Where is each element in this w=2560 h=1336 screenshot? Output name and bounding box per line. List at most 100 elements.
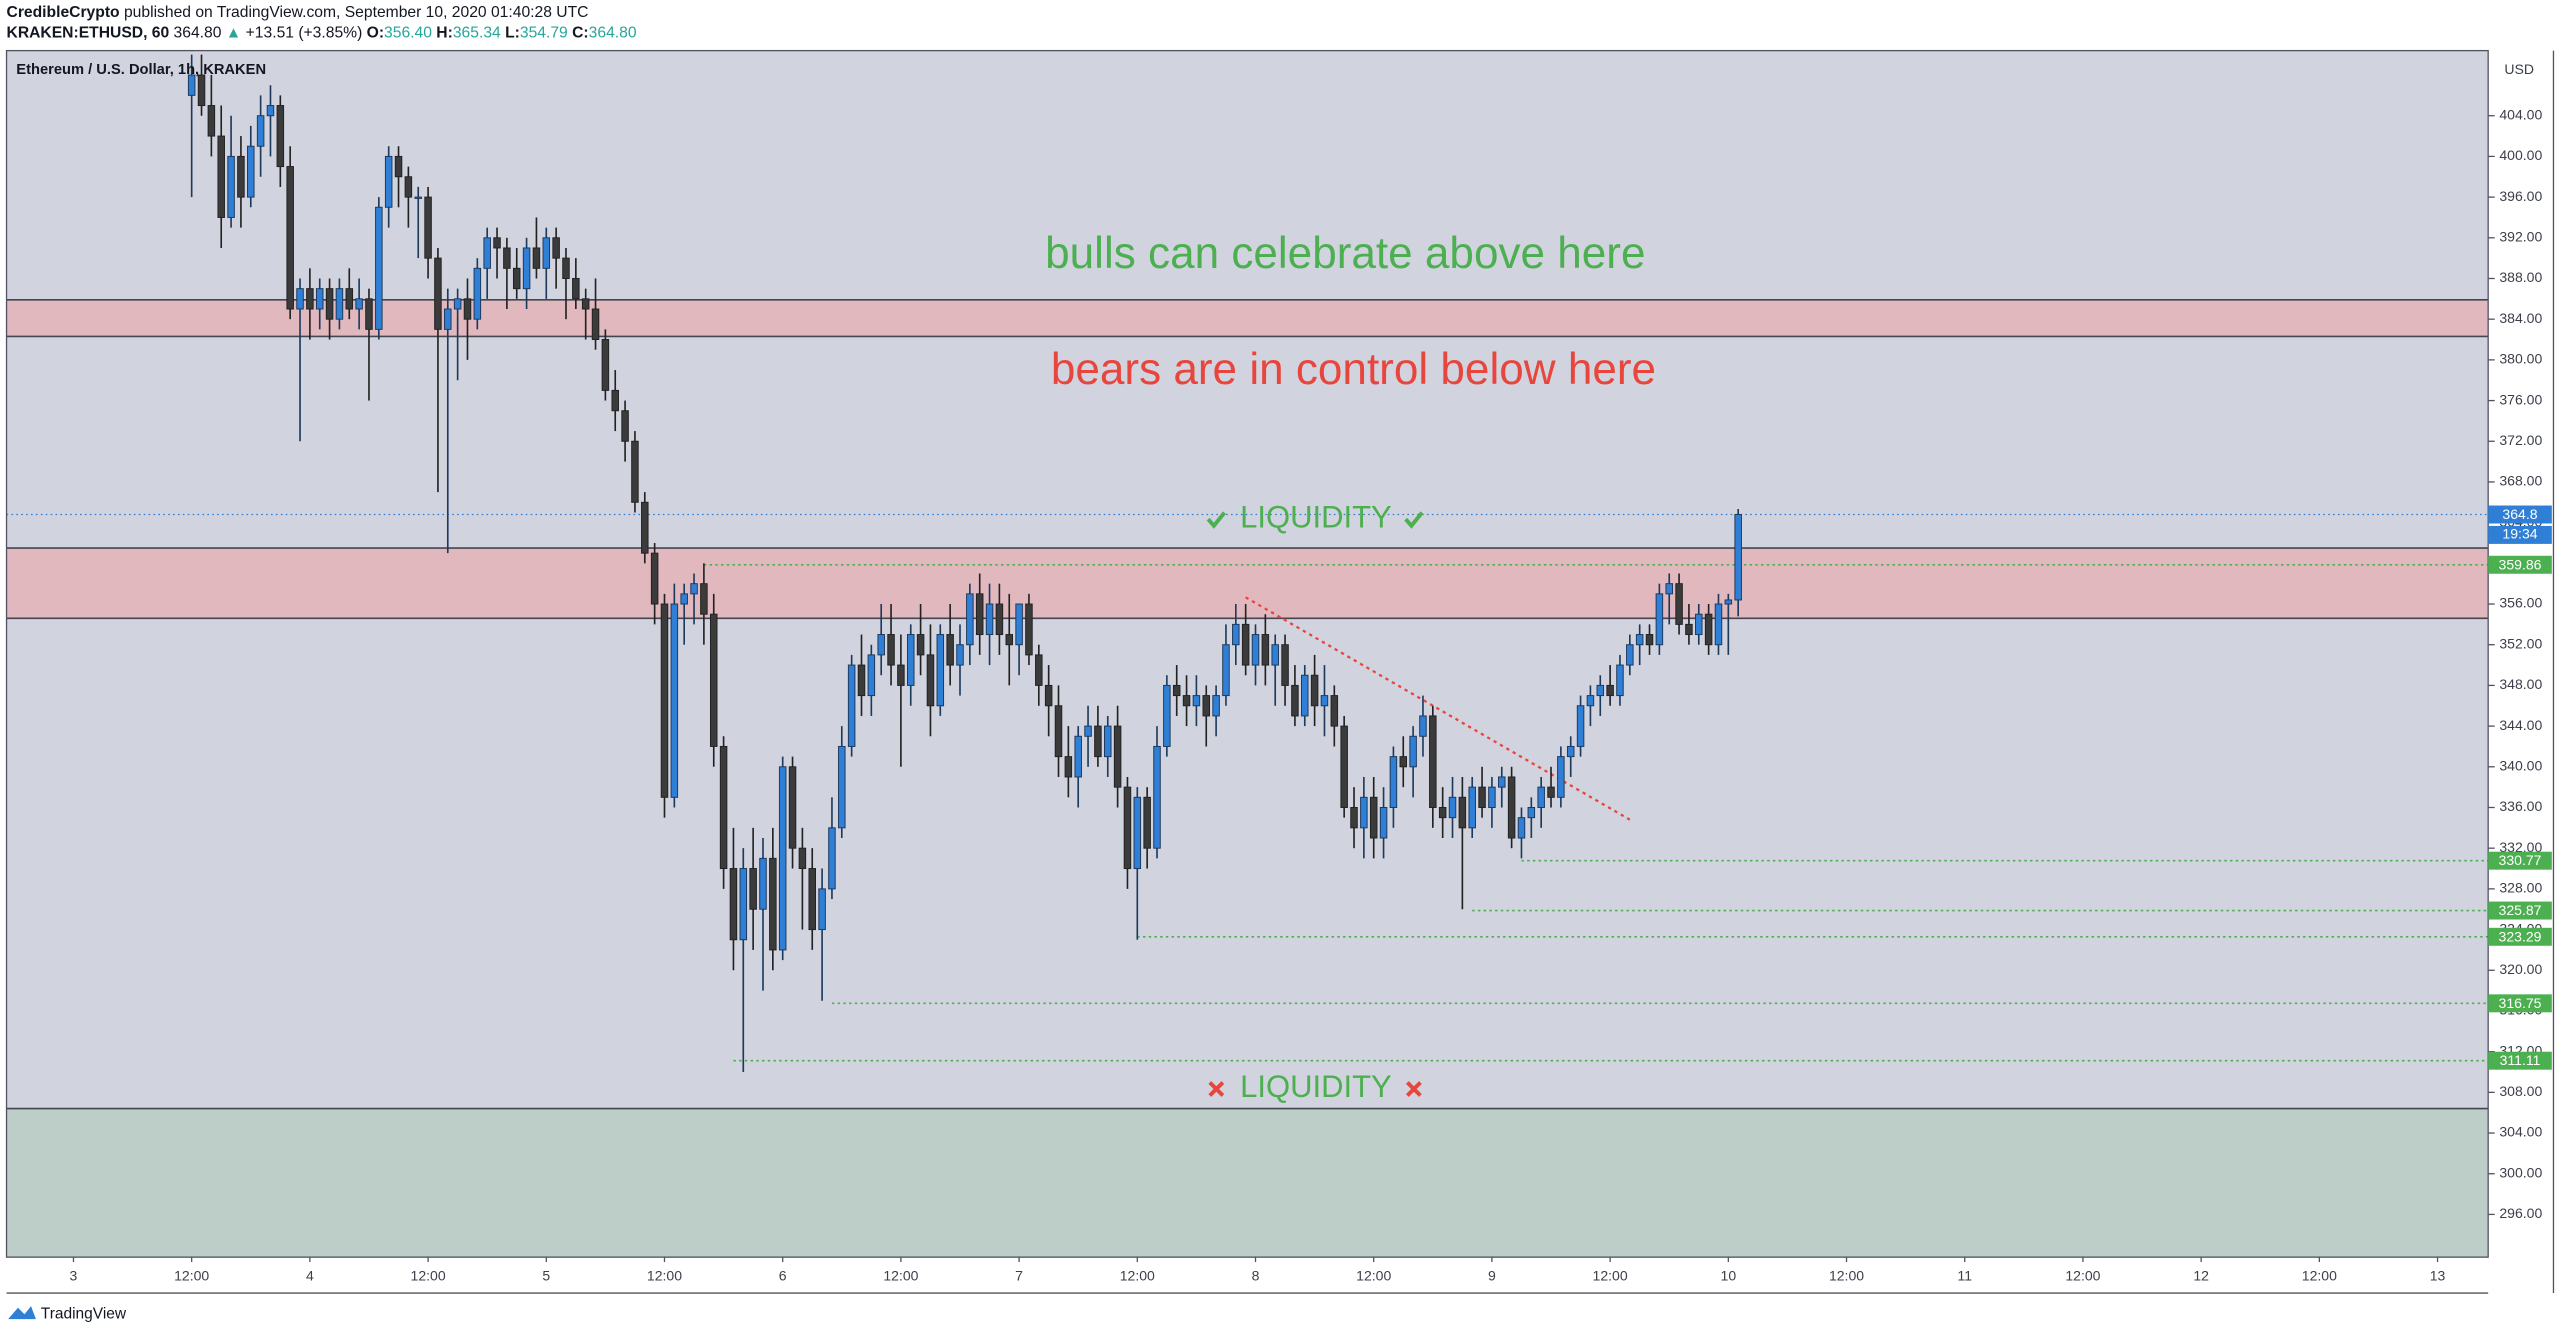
candle-body: [769, 857, 777, 951]
x-tick-label: 12:00: [174, 1267, 209, 1283]
y-tick-label: 352.00: [2499, 635, 2542, 651]
candle-body: [473, 267, 482, 320]
candle-body: [1626, 644, 1634, 666]
candle-body: [217, 135, 225, 218]
candle-body: [434, 257, 442, 330]
candle-body: [1340, 725, 1348, 808]
candle-body: [187, 74, 196, 96]
candle-body: [1251, 634, 1260, 666]
candle-body: [453, 298, 462, 310]
x-tick-label: 6: [779, 1267, 787, 1283]
x-tick-label: 12:00: [1593, 1267, 1628, 1283]
candle-body: [975, 593, 984, 636]
chart-title: Ethereum / U.S. Dollar, 1h, KRAKEN: [16, 62, 266, 78]
plot-frame: [5, 49, 2489, 1258]
candle-body: [739, 868, 748, 941]
candle-body: [788, 766, 797, 849]
candle-body: [1645, 634, 1654, 646]
candle-body: [306, 288, 314, 310]
candle-body: [1015, 603, 1023, 646]
candle-body: [1458, 796, 1467, 829]
candle-body: [1143, 796, 1151, 849]
x-tick-label: 12:00: [2065, 1267, 2100, 1283]
candle-body: [966, 593, 974, 646]
candle-body: [1035, 654, 1043, 686]
candle-body: [512, 267, 521, 290]
trendline: [1245, 596, 1631, 821]
candle-body: [345, 288, 354, 310]
y-tick-label: 332.00: [2499, 839, 2542, 855]
y-tick-label: 376.00: [2499, 391, 2542, 407]
candle-body: [906, 634, 915, 686]
candle-body: [424, 196, 432, 259]
x-tick-label: 12:00: [1120, 1267, 1155, 1283]
check-icon: [1404, 511, 1424, 529]
candle-body: [542, 237, 551, 269]
candle-body: [1537, 786, 1545, 808]
candle-body: [1429, 715, 1437, 808]
up-arrow: ▲: [226, 25, 241, 42]
candle-body: [1241, 623, 1250, 666]
candle-body: [581, 298, 590, 310]
level-label-box: [2488, 555, 2552, 574]
candle-body: [1094, 725, 1102, 758]
candle-body: [384, 155, 393, 208]
x-tick-label: 12:00: [647, 1267, 682, 1283]
candle-body: [867, 654, 876, 697]
candle-body: [650, 552, 659, 605]
annotation: LIQUIDITY: [1240, 1069, 1392, 1104]
candle-body: [719, 745, 728, 870]
candle-body: [1291, 684, 1299, 717]
x-tick-label: 11: [1957, 1267, 1972, 1283]
candle-body: [828, 827, 836, 890]
open: 356.40: [384, 25, 432, 42]
candle-body: [1153, 745, 1161, 849]
candle-body: [1507, 776, 1516, 839]
candle-body: [1557, 756, 1565, 798]
y-tick-label: 340.00: [2499, 758, 2542, 774]
x-tick-label: 12:00: [1829, 1267, 1864, 1283]
h-label: H:: [436, 25, 453, 42]
candle-body: [532, 247, 541, 269]
x-tick-label: 5: [542, 1267, 550, 1283]
candle-body: [690, 583, 698, 595]
candle-body: [256, 115, 265, 147]
candle-body: [315, 288, 324, 310]
candle-body: [493, 237, 501, 249]
candle-body: [1113, 725, 1122, 788]
y-tick-label: 400.00: [2499, 147, 2542, 163]
candle-body: [936, 634, 945, 707]
candle-body: [1498, 776, 1506, 788]
candle-body: [778, 766, 787, 951]
candle-body: [1419, 715, 1427, 737]
x-tick-label: 13: [2430, 1267, 2446, 1283]
candle-body: [375, 206, 383, 330]
candle-body: [1310, 674, 1319, 707]
candle-body: [325, 288, 334, 320]
footer: TradingView: [41, 1305, 127, 1322]
y-tick-label: 328.00: [2499, 880, 2542, 896]
y-tick-label: 384.00: [2499, 310, 2542, 326]
y-tick-label: 296.00: [2499, 1205, 2542, 1221]
candle-body: [1369, 796, 1378, 839]
candle-body: [631, 440, 639, 503]
last-price: 364.80: [174, 25, 222, 42]
candle-body: [1005, 634, 1014, 646]
y-tick-label: 356.00: [2499, 595, 2542, 611]
logo-icon: [8, 1306, 36, 1320]
candle-body: [1438, 807, 1447, 819]
x-tick-label: 3: [70, 1267, 78, 1283]
low: 354.79: [520, 25, 568, 42]
level-label-box: [2488, 994, 2552, 1013]
x-tick-label: 12: [2193, 1267, 2209, 1283]
candle-body: [227, 155, 235, 218]
published: published on TradingView.com, September …: [124, 4, 588, 21]
annotation: bears are in control below here: [1051, 345, 1656, 394]
currency-label: USD: [2504, 61, 2534, 77]
change: +13.51 (+3.85%): [246, 25, 363, 42]
candle-body: [887, 634, 895, 666]
candle-body: [1724, 599, 1733, 605]
candle-body: [749, 868, 757, 910]
zone: [6, 299, 2489, 337]
candle-body: [1133, 796, 1142, 870]
